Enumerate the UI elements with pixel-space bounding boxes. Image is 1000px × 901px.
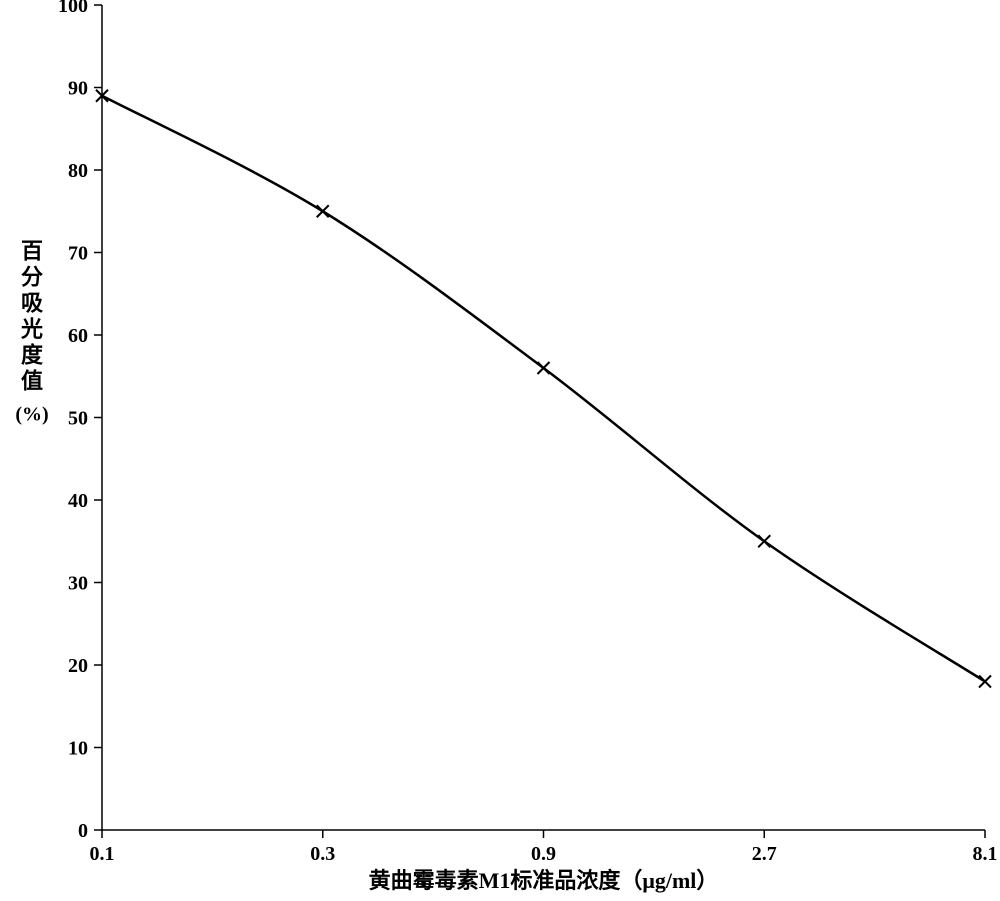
chart-container: 0 10 20 30 40 50 60 70 80 90 100 0.1 0.3 0.9 2.7 8.1 黄曲霉… [0,0,1000,901]
data-curve [102,96,985,682]
y-tick-label: 10 [68,738,88,760]
y-axis-label-unit: (%) [15,404,48,426]
y-tick-label: 60 [68,325,88,347]
y-axis-label-char: 光 [20,317,43,342]
y-tick-label: 0 [78,820,88,842]
y-axis-label-char: 吸 [21,291,44,316]
x-tick-label: 0.3 [310,843,335,865]
data-marker [538,362,550,374]
y-axis-label-char: 百 [21,239,43,264]
chart-svg: 0 10 20 30 40 50 60 70 80 90 100 0.1 0.3 0.9 2.7 8.1 黄曲霉… [0,0,1000,901]
x-tick-label: 0.1 [90,843,115,865]
data-marker [317,205,329,217]
y-tick-label: 100 [58,0,88,17]
data-marker [758,535,770,547]
y-axis-label-char: 度 [21,343,44,368]
y-tick-label: 20 [68,655,88,677]
x-tick-label: 2.7 [752,843,777,865]
x-tick-label: 8.1 [973,843,998,865]
y-tick-label: 80 [68,160,88,182]
y-axis-label-char: 分 [21,265,43,290]
x-axis-label: 黄曲霉毒素M1标准品浓度（μg/ml） [369,868,719,893]
y-tick-label: 50 [68,408,88,430]
y-tick-label: 30 [68,573,88,595]
y-tick-label: 90 [68,78,88,100]
y-axis-label-char: 值 [21,369,43,394]
y-tick-label: 70 [68,243,88,265]
data-marker [979,676,991,688]
x-tick-label: 0.9 [531,843,556,865]
y-tick-label: 40 [68,490,88,512]
